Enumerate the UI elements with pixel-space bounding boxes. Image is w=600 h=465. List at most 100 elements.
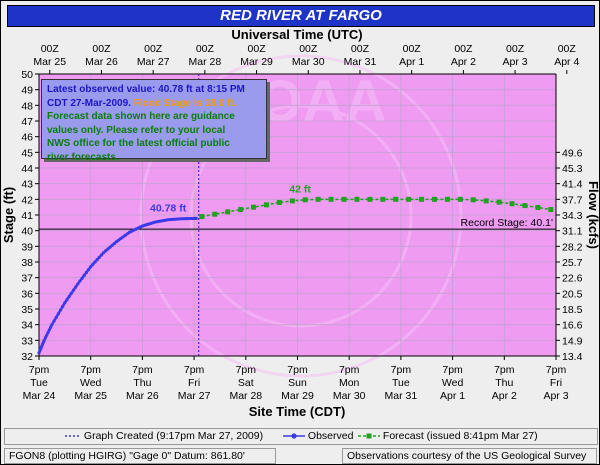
footer-gage-info: FGON8 (plotting HGIRG) "Gage 0" Datum: 8… [4, 448, 276, 464]
flow-tick-label: 13.4 [562, 351, 583, 363]
bottom-axis-title: Site Time (CDT) [249, 404, 346, 419]
y-tick-label: 46 [21, 132, 33, 144]
forecast-point [289, 198, 295, 204]
observed-point [91, 262, 95, 266]
forecast-series-line [201, 198, 551, 218]
observed-point [67, 294, 71, 299]
y-tick-label: 48 [21, 100, 33, 112]
legend-graph-created-label: Graph Created (9:17pm Mar 27, 2009) [83, 430, 264, 442]
utc-tick-date: Apr 4 [554, 56, 579, 68]
cdt-tick-day: Sun [288, 377, 307, 389]
cdt-tick-day: Thu [495, 377, 513, 389]
forecast-peak-label: 42 ft [289, 183, 311, 195]
utc-tick-date: Mar 25 [33, 56, 66, 68]
flow-tick-label: 49.6 [562, 147, 583, 159]
utc-tick-date: Mar 26 [85, 56, 118, 68]
y-tick-label: 45 [21, 147, 33, 159]
notice-box: Latest observed value: 40.78 ft at 8:15 … [41, 79, 267, 163]
utc-tick-time: 00Z [196, 43, 215, 55]
forecast-point [406, 196, 412, 202]
cdt-tick-date: Apr 1 [440, 390, 465, 402]
cdt-tick-time: 7pm [29, 364, 50, 376]
y-tick-label: 43 [21, 179, 33, 191]
cdt-tick-day: Sat [238, 377, 254, 389]
observed-point [108, 245, 112, 249]
cdt-tick-day: Thu [133, 377, 151, 389]
top-axis-title: Universal Time (UTC) [231, 27, 362, 42]
flow-tick-label: 25.7 [562, 257, 583, 269]
y-tick-label: 49 [21, 85, 33, 97]
legend-graph-created: Graph Created (9:17pm Mar 27, 2009) [65, 430, 263, 442]
forecast-point [225, 209, 231, 215]
flow-tick-label: 41.4 [562, 179, 583, 191]
right-axis-title: Flow (kcfs) [586, 181, 600, 249]
flow-tick-label: 20.5 [562, 288, 583, 300]
cdt-tick-day: Mon [339, 377, 360, 389]
cdt-tick-time: 7pm [184, 364, 205, 376]
notice-line-3: Forecast data shown here are guidance [47, 111, 235, 122]
y-tick-label: 39 [21, 241, 33, 253]
footer-usgs-credit: Observations courtesy of the US Geologic… [342, 448, 597, 464]
utc-tick-time: 00Z [144, 43, 163, 55]
forecast-point [393, 196, 399, 202]
forecast-point [548, 207, 554, 213]
cdt-tick-date: Apr 2 [492, 390, 517, 402]
notice-line-4: values only. Please refer to your local [47, 124, 226, 136]
forecast-point [457, 196, 463, 202]
forecast-point [328, 196, 334, 202]
title-bar: RED RIVER AT FARGO [7, 5, 595, 27]
cdt-tick-day: Wed [80, 377, 102, 389]
flow-tick-label: 18.5 [562, 304, 583, 316]
cdt-tick-time: 7pm [339, 364, 360, 376]
forecast-point [432, 196, 438, 202]
legend-forecast-label: Forecast (issued 8:41pm Mar 27) [382, 430, 538, 442]
observed-point [45, 333, 49, 337]
forecast-point [251, 204, 257, 210]
utc-tick-date: Apr 2 [451, 56, 476, 68]
flow-tick-label: 31.1 [562, 226, 583, 238]
cdt-tick-date: Mar 24 [23, 390, 56, 402]
utc-tick-time: 00Z [351, 43, 370, 55]
chart-title: RED RIVER AT FARGO [220, 7, 382, 24]
y-tick-label: 42 [21, 194, 33, 206]
notice-flood-stage: Flood Stage is 18.0 ft. [130, 97, 237, 109]
dotted-line-icon [65, 435, 81, 437]
forecast-line-icon [358, 433, 380, 439]
utc-tick-time: 00Z [454, 43, 473, 55]
notice-line-6: river forecasts. [47, 151, 119, 163]
cdt-tick-day: Tue [392, 377, 410, 389]
forecast-point [238, 207, 244, 213]
utc-tick-date: Mar 29 [240, 56, 273, 68]
observed-point [69, 291, 73, 295]
observed-point [65, 298, 69, 302]
cdt-tick-time: 7pm [494, 364, 515, 376]
forecast-point [509, 201, 515, 207]
utc-tick-time: 00Z [41, 43, 60, 55]
utc-tick-date: Mar 28 [189, 56, 222, 68]
flow-tick-label: 45.3 [562, 163, 583, 175]
forecast-point [535, 204, 541, 210]
forecast-point [444, 196, 450, 202]
y-tick-label: 32 [21, 351, 33, 363]
cdt-tick-time: 7pm [236, 364, 257, 376]
record-stage-label: Record Stage: 40.1' [461, 217, 553, 229]
chart-legend: Graph Created (9:17pm Mar 27, 2009) Obse… [4, 428, 598, 445]
y-tick-label: 34 [21, 320, 33, 332]
cdt-tick-day: Fri [550, 377, 562, 389]
forecast-point [341, 196, 347, 202]
observed-point [49, 325, 53, 329]
flow-tick-label: 34.3 [562, 210, 583, 222]
flow-tick-label: 28.2 [562, 241, 583, 253]
legend-observed-label: Observed [307, 430, 354, 442]
cdt-tick-day: Tue [30, 377, 48, 389]
observed-point [71, 288, 76, 292]
forecast-point [522, 203, 528, 209]
observed-point [47, 328, 51, 332]
cdt-tick-time: 7pm [287, 364, 308, 376]
forecast-point [483, 198, 489, 204]
observed-point [52, 319, 56, 323]
y-tick-label: 40 [21, 226, 33, 238]
y-tick-label: 41 [21, 210, 33, 222]
